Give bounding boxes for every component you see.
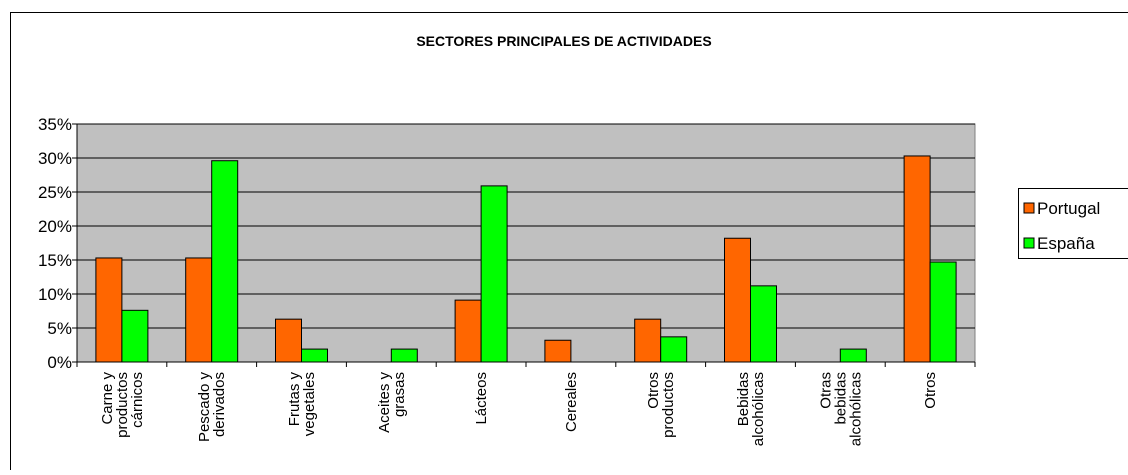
bar <box>635 319 661 362</box>
legend-swatch <box>1024 238 1034 248</box>
bar <box>904 156 930 362</box>
x-tick-label: alcohólicas <box>750 372 767 446</box>
y-tick-label: 10% <box>38 285 72 304</box>
y-tick-label: 0% <box>47 353 72 372</box>
bar <box>751 286 777 362</box>
y-tick-label: 25% <box>38 183 72 202</box>
bar <box>725 238 751 362</box>
legend-label: Portugal <box>1037 199 1100 218</box>
y-tick-label: 15% <box>38 251 72 270</box>
y-tick-label: 20% <box>38 217 72 236</box>
x-tick-label: alcohólicas <box>847 372 864 446</box>
x-tick-label: Cereales <box>563 372 580 432</box>
x-tick-label: grasas <box>391 372 408 417</box>
bar <box>545 340 571 362</box>
legend-swatch <box>1024 203 1034 213</box>
bar <box>455 300 481 362</box>
y-tick-label: 30% <box>38 149 72 168</box>
bar <box>212 161 238 362</box>
x-tick-label: vegetales <box>301 372 318 436</box>
x-tick-label: productos <box>660 372 677 438</box>
x-tick-label: derivados <box>211 372 228 437</box>
bar <box>840 349 866 362</box>
bar <box>661 337 687 362</box>
bar <box>122 310 148 362</box>
bar <box>186 258 212 362</box>
legend-label: España <box>1037 234 1095 253</box>
bar <box>391 349 417 362</box>
y-tick-label: 5% <box>47 319 72 338</box>
bar <box>481 186 507 362</box>
bar <box>930 262 956 362</box>
y-tick-label: 35% <box>38 115 72 134</box>
x-tick-label: Otros <box>922 372 939 409</box>
x-tick-label: cárnicos <box>129 372 146 428</box>
bar <box>302 349 328 362</box>
x-tick-label: Lácteos <box>473 372 490 425</box>
chart-title: SECTORES PRINCIPALES DE ACTIVIDADES <box>416 33 711 49</box>
bar <box>96 258 122 362</box>
bar <box>276 319 302 362</box>
